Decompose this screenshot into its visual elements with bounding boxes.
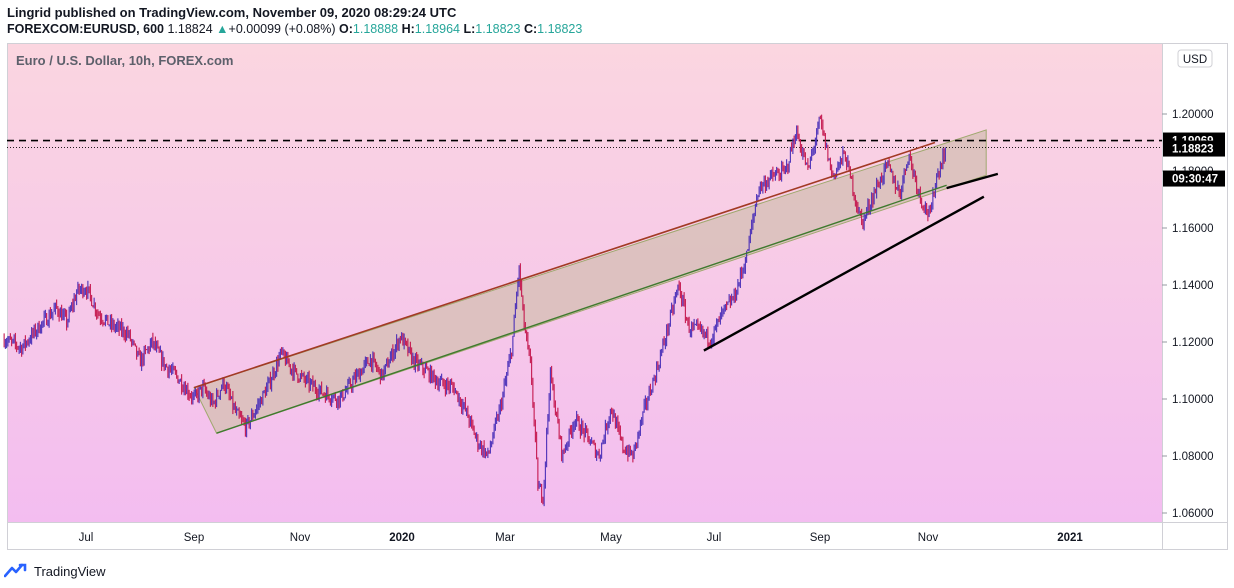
quote-line: FOREXCOM:EURUSD, 600 1.18824 ▲+0.00099 (…	[7, 22, 582, 36]
currency-label: USD	[1183, 54, 1207, 66]
x-tick-label: Nov	[918, 532, 939, 544]
x-tick-label: 2020	[389, 532, 415, 544]
x-tick-label: May	[600, 532, 622, 544]
low-value: 1.18823	[475, 22, 521, 36]
low-label: L:	[463, 22, 476, 36]
close-label: C:	[523, 22, 538, 36]
support-trendline	[703, 195, 985, 352]
y-tick-label: 1.12000	[1172, 337, 1214, 349]
channel-lower-line	[216, 184, 947, 434]
up-arrow-icon: ▲	[216, 22, 229, 36]
chart-title: Euro / U.S. Dollar, 10h, FOREX.com	[16, 53, 233, 68]
last-price-tag-box	[1163, 140, 1225, 157]
close-value: 1.18823	[537, 22, 583, 36]
open-value: 1.18888	[352, 22, 399, 36]
price-axis-panel	[1162, 43, 1228, 522]
published-line: Lingrid published on TradingView.com, No…	[7, 5, 457, 20]
y-tick-label: 1.20000	[1172, 109, 1214, 121]
x-tick-label: Jul	[79, 532, 94, 544]
open-label: O:	[339, 22, 353, 36]
footer-branding: TradingView	[4, 562, 106, 580]
y-tick-label: 1.06000	[1172, 508, 1214, 520]
x-tick-label: 2021	[1057, 532, 1083, 544]
chart-frame	[7, 43, 1228, 550]
y-tick-label: 1.08000	[1172, 451, 1214, 463]
time-axis-panel	[7, 522, 1228, 550]
last-price: 1.18824	[167, 22, 213, 36]
x-tick-label: Mar	[495, 532, 515, 544]
currency-button[interactable]	[1177, 49, 1213, 68]
high-value: 1.18964	[414, 22, 460, 36]
symbol-label: FOREXCOM:EURUSD, 600	[7, 22, 164, 36]
x-tick-label: Sep	[184, 532, 204, 544]
countdown-tag-box	[1163, 170, 1225, 187]
x-tick-label: Sep	[810, 532, 830, 544]
x-tick-label: Nov	[290, 532, 311, 544]
y-tick-label: 1.16000	[1172, 223, 1214, 235]
x-tick-label: Jul	[707, 532, 722, 544]
chart-layer: 1.06000 1.08000 1.10000 1.12000 1.14000 1.160…	[3, 109, 1225, 544]
high-label: H:	[401, 22, 415, 36]
tradingview-brand: TradingView	[34, 563, 106, 579]
tradingview-logo-icon	[4, 563, 27, 578]
channel-upper-line	[193, 141, 936, 389]
last-price-tag: 1.18823	[1172, 144, 1214, 156]
support-trendline	[946, 172, 999, 190]
countdown-tag: 09:30:47	[1172, 174, 1218, 186]
y-tick-label: 1.14000	[1172, 280, 1214, 292]
y-tick-label: 1.10000	[1172, 394, 1214, 406]
change-value: +0.00099 (+0.08%)	[228, 22, 336, 36]
